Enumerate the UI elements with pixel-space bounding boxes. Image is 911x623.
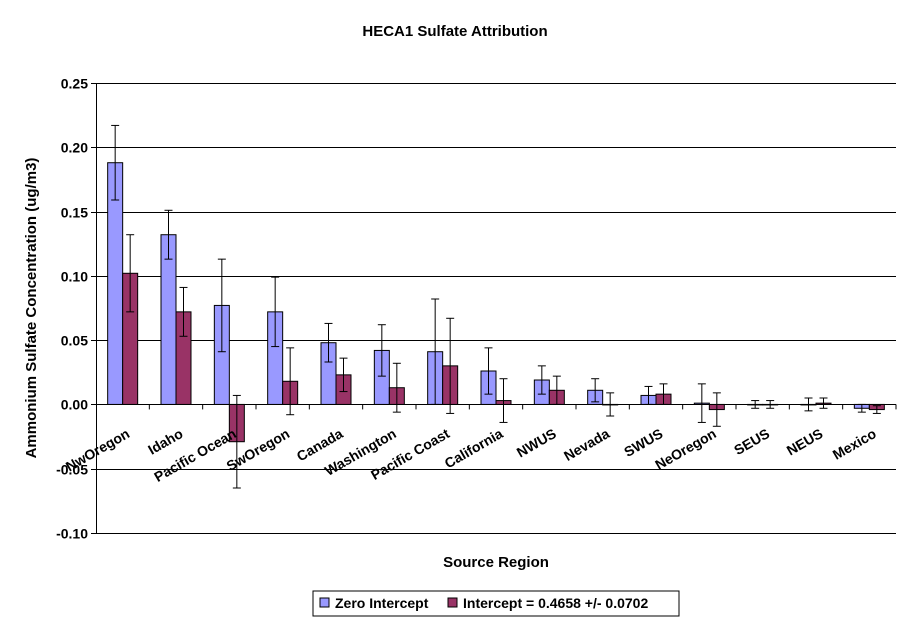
y-tick-label: 0.15 bbox=[61, 205, 88, 221]
category-label: SEUS bbox=[731, 425, 772, 458]
category-label: NwOregon bbox=[63, 425, 132, 474]
legend-label-intercept: Intercept = 0.4658 +/- 0.0702 bbox=[463, 595, 648, 611]
legend: Zero Intercept Intercept = 0.4658 +/- 0.… bbox=[312, 590, 680, 617]
legend-box bbox=[312, 590, 680, 617]
category-label: NWUS bbox=[514, 425, 559, 460]
category-label: Nevada bbox=[561, 425, 612, 464]
category-label: NEUS bbox=[784, 425, 826, 458]
y-tick-label: 0.10 bbox=[61, 269, 88, 285]
category-label: NeOregon bbox=[652, 425, 719, 473]
category-label: Mexico bbox=[830, 425, 879, 463]
y-tick-label: 0.25 bbox=[61, 76, 88, 92]
category-label: Idaho bbox=[145, 425, 185, 458]
y-tick-label: 0.00 bbox=[61, 397, 88, 413]
y-tick-label: -0.10 bbox=[56, 526, 88, 542]
y-axis-title: Ammonium Sulfate Concentration (ug/m3) bbox=[23, 158, 40, 459]
x-axis-title: Source Region bbox=[443, 554, 549, 571]
plot-area: 0.25 0.20 0.15 0.10 0.05 0.00 -0.05 -0.10 NwOreg… bbox=[56, 76, 897, 542]
y-tick-label: 0.05 bbox=[61, 333, 88, 349]
legend-label-zero-intercept: Zero Intercept bbox=[335, 595, 429, 611]
y-tick-label: -0.05 bbox=[56, 462, 88, 478]
y-tick-label: 0.20 bbox=[61, 140, 88, 156]
bar-zero-intercept bbox=[160, 234, 177, 405]
chart-title: HECA1 Sulfate Attribution bbox=[362, 23, 547, 40]
legend-swatch-intercept bbox=[447, 597, 458, 608]
legend-swatch-zero-intercept bbox=[319, 597, 330, 608]
category-label: California bbox=[442, 425, 506, 471]
